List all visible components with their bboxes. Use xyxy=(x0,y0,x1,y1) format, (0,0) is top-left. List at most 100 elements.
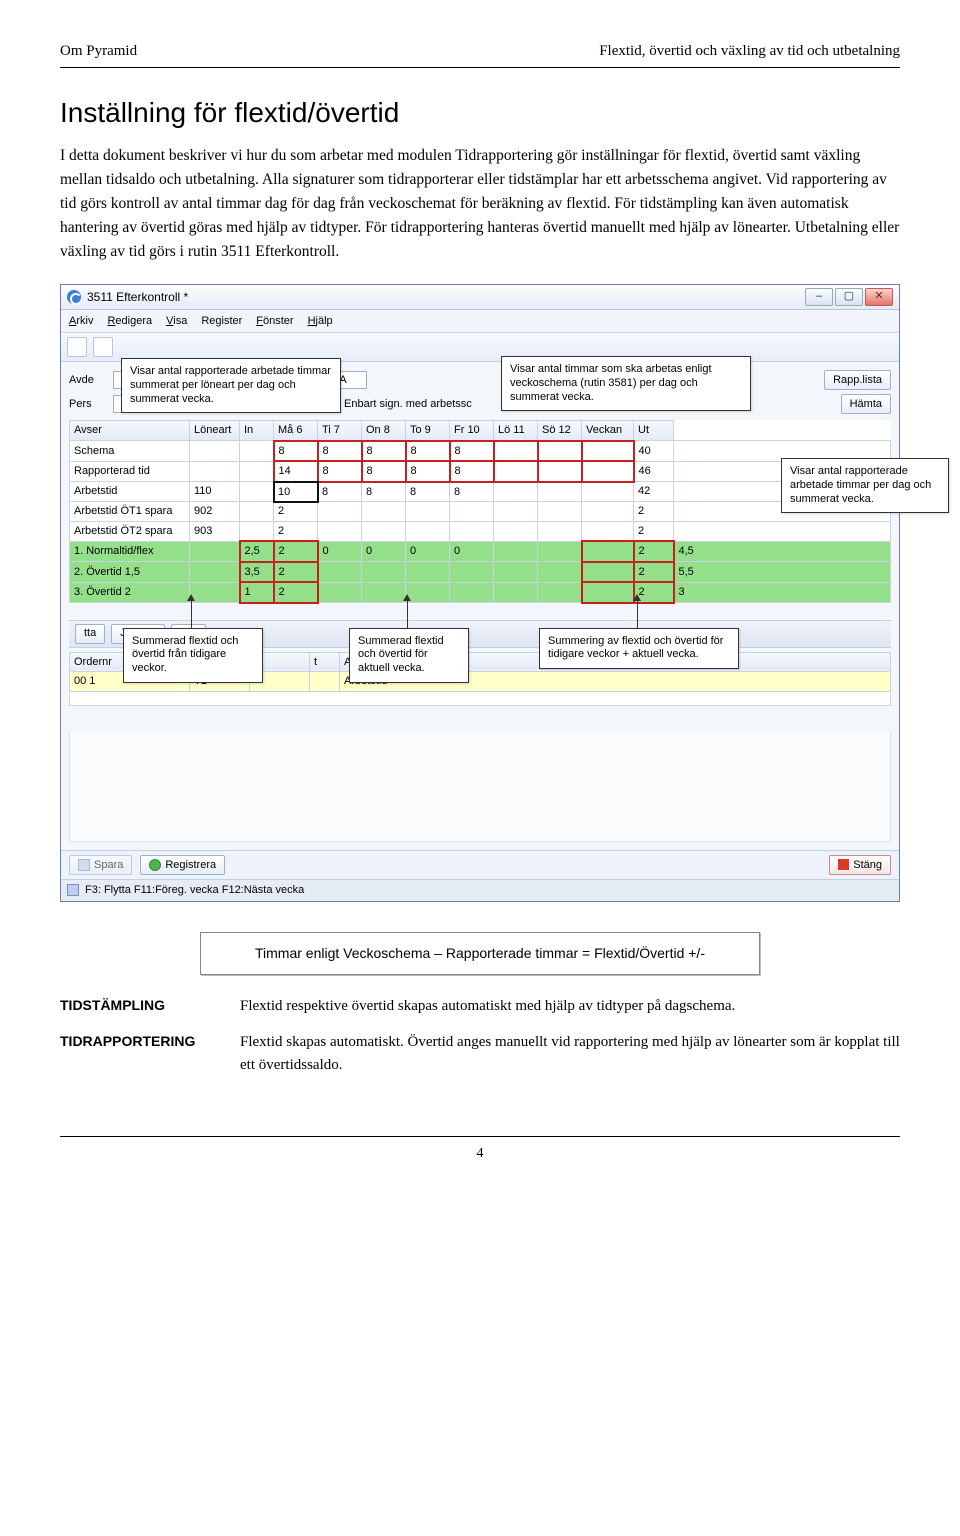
window-footer: Spara Registrera Stäng xyxy=(61,850,899,880)
cell: 2. Övertid 1,5 xyxy=(70,562,190,583)
cell: 8 xyxy=(274,441,318,462)
register-icon xyxy=(149,859,161,871)
cell: 14 xyxy=(274,461,318,482)
cell: 8 xyxy=(406,441,450,462)
cell: 40 xyxy=(634,441,674,462)
formula-box: Timmar enligt Veckoschema – Rapporterade… xyxy=(200,932,760,975)
cell xyxy=(406,521,450,541)
cell xyxy=(190,541,240,562)
def-term-tidstampling: TIDSTÄMPLING xyxy=(60,995,240,1018)
stang-button[interactable]: Stäng xyxy=(829,855,891,876)
cell: 8 xyxy=(450,441,494,462)
mid-btn-tta[interactable]: tta xyxy=(75,624,105,644)
registrera-button[interactable]: Registrera xyxy=(140,855,225,876)
cell xyxy=(190,562,240,583)
cell: 8 xyxy=(450,461,494,482)
minimize-button[interactable]: – xyxy=(805,288,833,306)
cell: 1 xyxy=(240,582,274,603)
toolbar-button-2[interactable] xyxy=(93,337,113,357)
cell: 8 xyxy=(318,461,362,482)
cell xyxy=(538,482,582,502)
maximize-button[interactable]: ▢ xyxy=(835,288,863,306)
cell xyxy=(190,461,240,482)
cell xyxy=(582,461,634,482)
cell xyxy=(318,521,362,541)
menu-fonster[interactable]: Fönster xyxy=(256,313,293,330)
table-row[interactable]: Arbetstid ÖT1 spara90222 xyxy=(70,502,891,522)
cell: Arbetstid xyxy=(70,482,190,502)
cell xyxy=(582,541,634,562)
cell xyxy=(582,482,634,502)
cell xyxy=(362,502,406,522)
cell: 3 xyxy=(674,582,891,603)
table-row[interactable]: Schema8888840 xyxy=(70,441,891,462)
col-10: Veckan xyxy=(582,421,634,441)
label-avd: Avde xyxy=(69,372,105,389)
detail-c3 xyxy=(310,672,340,692)
cell: 110 xyxy=(190,482,240,502)
cell xyxy=(494,482,538,502)
cell: 0 xyxy=(450,541,494,562)
cell xyxy=(494,461,538,482)
hamta-button[interactable]: Hämta xyxy=(841,394,891,414)
cell: 1. Normaltid/flex xyxy=(70,541,190,562)
spara-button[interactable]: Spara xyxy=(69,855,132,876)
cell: Rapporterad tid xyxy=(70,461,190,482)
cell xyxy=(538,541,582,562)
cell xyxy=(494,441,538,462)
toolbar-button-1[interactable] xyxy=(67,337,87,357)
page-title: Inställning för flextid/övertid xyxy=(60,92,900,134)
cell: 2 xyxy=(274,541,318,562)
cell: Arbetstid ÖT2 spara xyxy=(70,521,190,541)
cell: 10 xyxy=(274,482,318,502)
cell: 2 xyxy=(274,562,318,583)
col-11: Ut xyxy=(634,421,674,441)
cell: 0 xyxy=(362,541,406,562)
checkbox-enbart-sign[interactable]: Enbart sign. med arbetssc xyxy=(327,396,472,413)
table-row[interactable]: 1. Normaltid/flex2,52000024,5 xyxy=(70,541,891,562)
label-pers: Pers xyxy=(69,396,105,413)
cell xyxy=(582,502,634,522)
cell xyxy=(450,582,494,603)
header-right: Flextid, övertid och växling av tid och … xyxy=(599,40,900,63)
table-row[interactable]: 2. Övertid 1,53,5225,5 xyxy=(70,562,891,583)
close-button[interactable]: ✕ xyxy=(865,288,893,306)
cell xyxy=(674,521,891,541)
table-row[interactable]: Arbetstid11010888842 xyxy=(70,482,891,502)
cell xyxy=(318,562,362,583)
cell: 3. Övertid 2 xyxy=(70,582,190,603)
window-titlebar: 3511 Efterkontroll * – ▢ ✕ xyxy=(61,285,899,310)
menu-register[interactable]: Register xyxy=(201,313,242,330)
save-icon xyxy=(78,859,90,871)
menu-arkiv[interactable]: Arkiv xyxy=(69,313,93,330)
cell xyxy=(240,461,274,482)
status-text: F3: Flytta F11:Föreg. vecka F12:Nästa ve… xyxy=(85,882,304,899)
menu-redigera[interactable]: Redigera xyxy=(107,313,152,330)
cell: 46 xyxy=(634,461,674,482)
cell xyxy=(318,502,362,522)
cell: 5,5 xyxy=(674,562,891,583)
cell xyxy=(362,521,406,541)
close-icon xyxy=(838,859,849,870)
cell: 8 xyxy=(362,482,406,502)
table-row[interactable]: Rapporterad tid14888846 xyxy=(70,461,891,482)
cell: 8 xyxy=(406,461,450,482)
cell xyxy=(450,502,494,522)
page-number: 4 xyxy=(60,1143,900,1164)
cell: Schema xyxy=(70,441,190,462)
cell: 2 xyxy=(634,502,674,522)
cell: 0 xyxy=(406,541,450,562)
table-row[interactable]: Arbetstid ÖT2 spara90322 xyxy=(70,521,891,541)
cell xyxy=(362,582,406,603)
cell xyxy=(240,441,274,462)
cell xyxy=(538,441,582,462)
cell xyxy=(240,502,274,522)
stang-label: Stäng xyxy=(853,857,882,874)
menu-visa[interactable]: Visa xyxy=(166,313,187,330)
rapplista-button[interactable]: Rapp.lista xyxy=(824,370,891,390)
cell: 2 xyxy=(634,521,674,541)
definitions: TIDSTÄMPLING Flextid respektive övertid … xyxy=(60,995,900,1077)
spara-label: Spara xyxy=(94,857,123,874)
time-table: AvserLöneartInMå 6Ti 7On 8To 9Fr 10Lö 11… xyxy=(69,420,891,604)
menu-hjalp[interactable]: Hjälp xyxy=(308,313,333,330)
